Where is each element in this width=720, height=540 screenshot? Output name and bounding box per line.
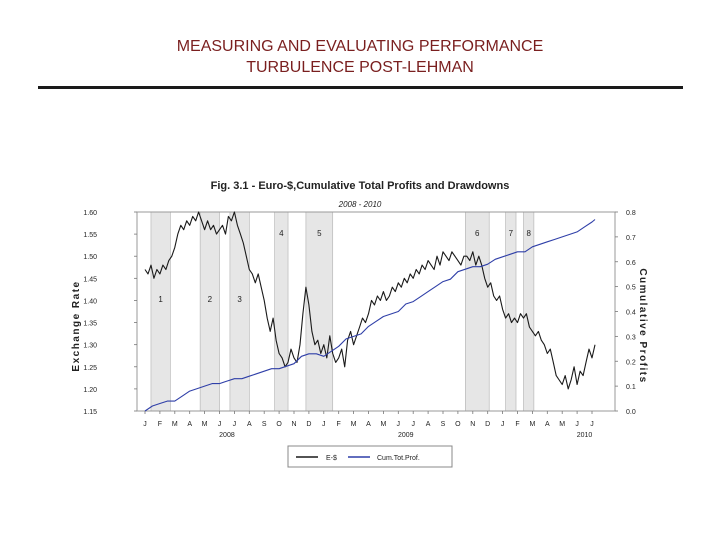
drawdown-band-1 <box>150 211 171 412</box>
month-tick-label: S <box>441 421 446 428</box>
month-tick-label: J <box>411 421 415 428</box>
right-tick-label: 0.3 <box>626 334 636 341</box>
drawdown-label-1: 1 <box>158 295 163 304</box>
drawdown-label-6: 6 <box>475 229 480 238</box>
drawdown-label-7: 7 <box>509 229 514 238</box>
drawdown-band-6 <box>465 211 490 412</box>
title-divider <box>38 86 683 89</box>
right-tick-label: 0.2 <box>626 359 636 366</box>
left-tick-label: 1.60 <box>83 210 97 217</box>
left-tick-label: 1.25 <box>83 365 97 372</box>
drawdown-label-8: 8 <box>526 229 531 238</box>
left-tick-label: 1.30 <box>83 343 97 350</box>
month-tick-label: M <box>202 421 208 428</box>
left-axis-label: Exchange Rate <box>71 280 82 371</box>
month-tick-label: M <box>559 421 565 428</box>
right-tick-label: 0.5 <box>626 285 636 292</box>
right-tick-label: 0.4 <box>626 310 636 317</box>
month-tick-label: A <box>247 421 252 428</box>
right-axis: 0.8 0.7 0.6 0.5 0.4 0.3 0.2 0.1 0.0 <box>615 210 636 416</box>
month-tick-label: O <box>455 421 461 428</box>
month-tick-label: M <box>172 421 178 428</box>
series-line-exchange-rate <box>144 211 596 390</box>
month-tick-label: J <box>397 421 401 428</box>
month-tick-label: N <box>470 421 475 428</box>
left-tick-label: 1.50 <box>83 254 97 261</box>
month-tick-label: F <box>337 421 341 428</box>
left-tick-label: 1.35 <box>83 321 97 328</box>
month-tick-label: D <box>306 421 311 428</box>
left-tick-label: 1.55 <box>83 232 97 239</box>
right-tick-label: 0.1 <box>626 384 636 391</box>
left-tick-label: 1.20 <box>83 387 97 394</box>
right-tick-label: 0.0 <box>626 409 636 416</box>
slide-title-line-2: TURBULENCE POST-LEHMAN <box>246 59 474 76</box>
month-tick-label: A <box>366 421 371 428</box>
drawdown-band-2 <box>199 211 220 412</box>
series-line-cumulative-profit <box>144 219 596 412</box>
slide-title-line-1: MEASURING AND EVALUATING PERFORMANCE <box>176 38 544 55</box>
month-tick-label: J <box>143 421 147 428</box>
drawdown-label-4: 4 <box>279 229 284 238</box>
left-axis: 1.60 1.55 1.50 1.45 1.40 1.35 1.30 1.25 1.20 1.15 <box>83 210 137 416</box>
drawdown-label-2: 2 <box>208 295 213 304</box>
drawdown-band-3 <box>229 211 250 412</box>
drawdown-band-5 <box>305 211 334 412</box>
chart-subtitle: 2008 - 2010 <box>338 200 382 209</box>
month-tick-label: J <box>590 421 594 428</box>
legend-label-cum-profit: Cum.Tot.Prof. <box>377 455 420 462</box>
month-tick-label: J <box>501 421 505 428</box>
left-tick-label: 1.45 <box>83 276 97 283</box>
month-tick-label: J <box>322 421 326 428</box>
left-tick-label: 1.40 <box>83 298 97 305</box>
drawdown-bands: 1 2 3 4 5 6 7 8 <box>150 211 535 412</box>
right-tick-label: 0.7 <box>626 235 636 242</box>
legend: E-$ Cum.Tot.Prof. <box>287 445 453 468</box>
month-tick-label: J <box>218 421 222 428</box>
month-tick-label: J <box>233 421 237 428</box>
drawdown-band-8 <box>523 211 535 412</box>
month-tick-label: A <box>545 421 550 428</box>
month-tick-label: N <box>291 421 296 428</box>
month-tick-label: M <box>380 421 386 428</box>
drawdown-band-4 <box>274 211 289 412</box>
chart-title: Fig. 3.1 - Euro-$,Cumulative Total Profi… <box>211 180 510 192</box>
drawdown-label-3: 3 <box>237 295 242 304</box>
x-axis: J F M A M J J A S O N D J F M A M J J A S O N D J F M A M J J 2008 2009 2… <box>143 411 594 439</box>
month-tick-label: F <box>515 421 519 428</box>
slide-title: MEASURING AND EVALUATING PERFORMANCE TUR… <box>0 36 720 78</box>
series-lines <box>144 211 596 412</box>
legend-label-e-usd: E-$ <box>326 455 337 462</box>
right-tick-label: 0.6 <box>626 260 636 267</box>
month-tick-label: M <box>529 421 535 428</box>
drawdown-band-7 <box>505 211 517 412</box>
left-tick-label: 1.15 <box>83 409 97 416</box>
month-tick-label: A <box>187 421 192 428</box>
year-label-2009: 2009 <box>398 432 414 439</box>
year-label-2008: 2008 <box>219 432 235 439</box>
month-tick-label: S <box>262 421 267 428</box>
month-tick-label: D <box>485 421 490 428</box>
drawdown-label-5: 5 <box>317 229 322 238</box>
month-tick-label: A <box>426 421 431 428</box>
right-tick-label: 0.8 <box>626 210 636 217</box>
month-tick-label: M <box>351 421 357 428</box>
month-tick-label: O <box>276 421 282 428</box>
year-label-2010: 2010 <box>577 432 593 439</box>
month-tick-label: F <box>158 421 162 428</box>
month-tick-label: J <box>575 421 579 428</box>
right-axis-label: Cumulative Profits <box>637 268 648 383</box>
